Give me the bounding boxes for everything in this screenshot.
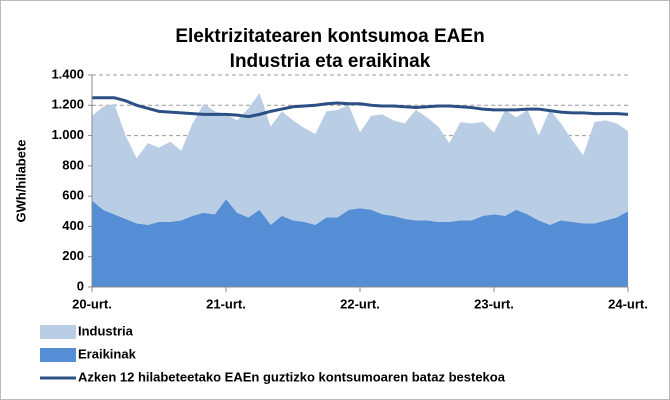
- area: [92, 93, 628, 225]
- legend-label: Azken 12 hilabeteetako EAEn guztizko kon…: [78, 369, 506, 384]
- legend-swatch: [40, 325, 76, 339]
- y-tick-label: 600: [62, 188, 84, 203]
- y-axis-label: GWh/hilabete: [13, 139, 28, 222]
- area: [92, 199, 628, 287]
- y-tick-label: 1.200: [51, 97, 84, 112]
- x-tick-label: 23-urt.: [474, 296, 514, 311]
- y-tick-label: 200: [62, 248, 84, 263]
- x-tick-label: 22-urt.: [340, 296, 380, 311]
- x-tick-label: 24-urt.: [608, 296, 648, 311]
- y-tick-label: 1.400: [51, 66, 84, 81]
- y-tick-label: 0: [77, 278, 84, 293]
- legend-label: Eraikinak: [78, 346, 137, 361]
- y-tick-label: 400: [62, 218, 84, 233]
- x-tick-label: 21-urt.: [206, 296, 246, 311]
- y-tick-label: 800: [62, 157, 84, 172]
- legend-swatch: [40, 348, 76, 362]
- legend-label: Industria: [78, 323, 134, 338]
- x-tick-label: 20-urt.: [72, 296, 112, 311]
- chart-subtitle: Industria eta eraikinak: [230, 51, 431, 72]
- y-tick-label: 1.000: [51, 127, 84, 142]
- chart-title: Elektrizitatearen kontsumoa EAEn: [175, 26, 484, 47]
- line: [92, 96, 629, 119]
